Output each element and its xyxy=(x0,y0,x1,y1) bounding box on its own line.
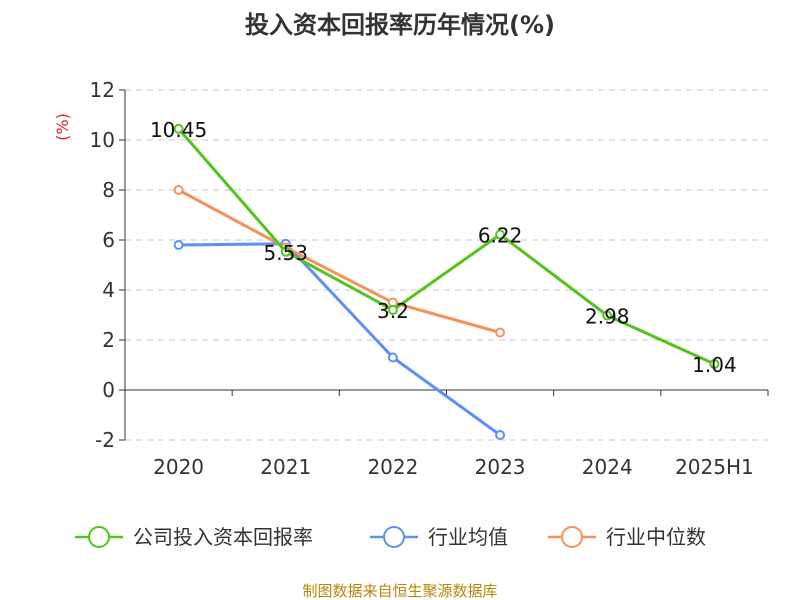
data-label: 1.04 xyxy=(692,353,737,377)
y-axis-unit-label: (%) xyxy=(53,113,72,141)
y-tick-label: 10 xyxy=(90,128,115,152)
data-point[interactable] xyxy=(173,185,184,195)
series-line xyxy=(178,242,501,437)
x-tick-label: 2023 xyxy=(475,455,526,479)
legend-item-1[interactable]: 行业均值 xyxy=(370,525,508,549)
legend-label: 公司投入资本回报率 xyxy=(133,525,313,549)
series-0 xyxy=(173,123,720,369)
series-2 xyxy=(173,185,506,338)
legend-label: 行业中位数 xyxy=(606,525,706,549)
grid-lines xyxy=(125,89,768,441)
data-point[interactable] xyxy=(173,123,184,134)
data-label: 10.45 xyxy=(150,118,207,142)
data-point[interactable] xyxy=(495,327,506,338)
x-tick-label: 2022 xyxy=(367,455,418,479)
data-point[interactable] xyxy=(602,310,613,321)
x-tick-label: 2025H1 xyxy=(675,455,754,479)
legend-label: 行业均值 xyxy=(428,525,508,549)
y-tick-label: 8 xyxy=(102,178,115,202)
x-tick-label: 2021 xyxy=(260,455,311,479)
data-point[interactable] xyxy=(495,229,506,240)
axes: 12 10 8 6 4 2 0 -2 2020 2021 2022 2023 2024 2025H1 xyxy=(90,78,769,479)
data-point[interactable] xyxy=(709,359,720,369)
legend-marker-icon xyxy=(383,526,405,548)
data-label: 5.53 xyxy=(263,241,308,265)
legend-marker-icon xyxy=(561,526,583,548)
data-point[interactable] xyxy=(173,240,184,250)
y-tick-label: -2 xyxy=(95,428,115,452)
x-tick-label: 2020 xyxy=(153,455,204,479)
chart-title: 投入资本回报率历年情况(%) xyxy=(245,11,555,39)
data-labels: 10.45 5.53 3.2 6.22 2.98 1.04 xyxy=(150,118,737,377)
data-label: 6.22 xyxy=(478,224,523,248)
y-tick-label: 0 xyxy=(102,378,115,402)
data-label: 3.2 xyxy=(377,299,409,323)
legend-item-2[interactable]: 行业中位数 xyxy=(548,525,706,549)
y-tick-label: 4 xyxy=(102,278,115,302)
data-point[interactable] xyxy=(387,352,398,363)
legend-item-0[interactable]: 公司投入资本回报率 xyxy=(75,525,313,549)
data-point[interactable] xyxy=(280,246,291,257)
y-tick-label: 6 xyxy=(102,228,115,252)
series-line xyxy=(177,127,716,366)
y-tick-label: 2 xyxy=(102,328,115,352)
source-note: 制图数据来自恒生聚源数据库 xyxy=(302,582,497,600)
series-line xyxy=(177,188,501,334)
y-tick-label: 12 xyxy=(90,78,115,102)
x-tick-label: 2024 xyxy=(582,455,633,479)
series-lines xyxy=(173,123,720,440)
legend[interactable]: 公司投入资本回报率 行业均值 行业中位数 xyxy=(75,525,706,549)
data-point[interactable] xyxy=(387,305,398,315)
data-label: 2.98 xyxy=(585,305,630,329)
series-1 xyxy=(173,238,506,440)
data-point[interactable] xyxy=(495,430,506,440)
legend-marker-icon xyxy=(88,526,110,548)
